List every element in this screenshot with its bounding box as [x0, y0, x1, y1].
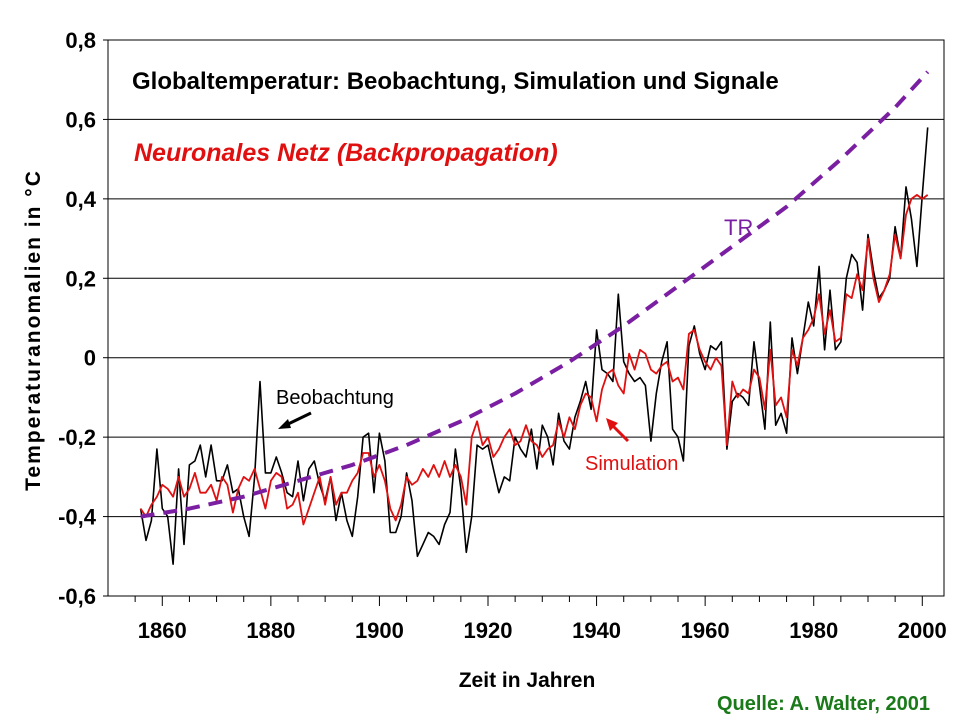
series-line-tr — [140, 70, 930, 519]
x-tick-label: 1940 — [572, 618, 621, 643]
x-tick-label: 1920 — [464, 618, 513, 643]
annotation-beobachtung: Beobachtung — [276, 387, 394, 409]
series-group — [139, 70, 930, 566]
y-axis-label: Temperaturanomalien in °C — [22, 169, 45, 491]
annotation-tr: TR — [724, 215, 753, 240]
y-tick-label: -0,2 — [58, 425, 96, 450]
y-tick-label: -0,6 — [58, 584, 96, 609]
x-tick-label: 1980 — [789, 618, 838, 643]
arrow-simulation-icon — [606, 418, 630, 443]
x-axis: 1860 1880 1900 1920 1940 1960 1980 2000 — [134, 596, 947, 643]
series-line-beobachtung — [139, 127, 929, 566]
source-note: Quelle: A. Walter, 2001 — [717, 693, 930, 715]
plot-frame — [107, 39, 945, 597]
y-tick-label: 0,4 — [65, 187, 96, 212]
y-tick-label: 0,8 — [65, 28, 96, 53]
annotation-simulation: Simulation — [585, 453, 678, 475]
chart-subtitle: Neuronales Netz (Backpropagation) — [134, 139, 558, 167]
x-tick-label: 1900 — [355, 618, 404, 643]
x-tick-label: 1960 — [681, 618, 730, 643]
x-axis-label: Zeit in Jahren — [459, 669, 596, 692]
x-tick-label: 1860 — [138, 618, 187, 643]
x-tick-label: 2000 — [898, 618, 947, 643]
grid-lines — [108, 118, 944, 518]
y-tick-label: -0,4 — [58, 505, 97, 530]
chart-title: Globaltemperatur: Beobachtung, Simulatio… — [132, 68, 779, 95]
x-tick-label: 1880 — [246, 618, 295, 643]
series-line-simulation — [139, 193, 929, 526]
y-tick-label: 0,6 — [65, 107, 96, 132]
y-tick-label: 0,2 — [65, 266, 96, 291]
y-tick-label: 0 — [84, 346, 96, 371]
y-axis: -0,6 -0,4 -0,2 0 0,2 0,4 0,6 0,8 — [58, 28, 108, 609]
arrow-beobachtung-icon — [278, 411, 312, 429]
